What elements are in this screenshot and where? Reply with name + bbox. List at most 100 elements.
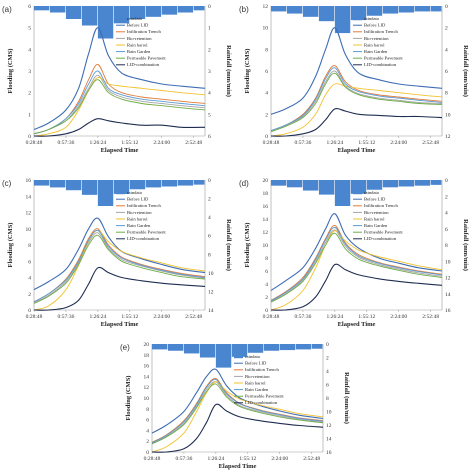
series-line-before-lid: [270, 213, 443, 291]
rain-bar: [193, 6, 205, 11]
x-tick-label: 2:52:48: [185, 140, 202, 146]
y2-tick-label: 0: [208, 178, 211, 184]
rain-bar: [152, 344, 168, 350]
rain-bar: [34, 6, 50, 11]
y-tick-label: 12: [144, 385, 150, 391]
rain-bar: [286, 6, 303, 14]
legend-label-before-lid: Before LID: [364, 23, 386, 28]
y-tick-label: 1: [28, 112, 31, 118]
y2-tick-label: 16: [326, 450, 332, 456]
y2-tick-label: 2: [208, 47, 211, 53]
x-tick-label: 1:55:12: [121, 140, 138, 146]
x-tick-label: 0:28:48: [263, 140, 280, 146]
y2-tick-label: 10: [445, 259, 451, 265]
y2-tick-label: 8: [445, 91, 448, 97]
y-axis-title: Flooding (CMS): [125, 376, 132, 421]
rain-bar: [350, 180, 367, 194]
rain-bar: [177, 6, 194, 13]
x-tick-label: 2:52:48: [303, 456, 320, 462]
legend-label-before-lid: Before LID: [364, 197, 386, 202]
legend-label-before-lid: Before LID: [127, 197, 149, 202]
x-tick-label: 0:57:36: [295, 140, 312, 146]
rain-bar: [113, 180, 130, 194]
x-tick-label: 2:52:48: [422, 140, 439, 146]
panel-label: (a): [2, 5, 12, 14]
x-tick-label: 1:26:24: [89, 314, 106, 320]
series-line-permeable-pavement: [151, 383, 324, 445]
x-tick-label: 0:28:48: [144, 456, 161, 462]
panel-label: (b): [239, 5, 249, 14]
series-line-infiltration-trench: [270, 65, 443, 132]
y-tick-label: 16: [144, 364, 150, 370]
series-line-permeable-pavement: [33, 234, 206, 304]
legend-label-raindata: raindata: [127, 190, 142, 195]
x-tick-label: 1:26:24: [207, 456, 224, 462]
rain-bar: [279, 344, 296, 351]
series-line-permeable-pavement: [33, 79, 206, 135]
y2-tick-label: 0: [208, 4, 211, 10]
x-tick-label: 0:57:36: [58, 314, 75, 320]
y2-tick-label: 1: [208, 26, 211, 32]
y2-axis-title: Rainfall (mm/min): [462, 219, 469, 271]
legend-label-bio-retention: Bio-retention: [127, 210, 152, 215]
y-tick-label: 2: [265, 112, 268, 118]
y-tick-label: 6: [146, 418, 149, 424]
legend-label-infiltration-trench: Infiltration Trench: [364, 29, 399, 34]
rain-bar: [398, 180, 415, 187]
y2-tick-label: 14: [326, 437, 332, 443]
y-tick-label: 0: [28, 308, 31, 314]
series-line-infiltration-trench: [33, 228, 206, 303]
rain-bar: [247, 344, 264, 353]
x-tick-label: 2:24:00: [153, 314, 170, 320]
rain-bar: [318, 6, 335, 22]
y-tick-label: 0: [265, 308, 268, 314]
rain-bar: [271, 6, 287, 12]
y-tick-label: 6: [265, 269, 268, 275]
x-axis-title: Elapsed Time: [101, 321, 139, 328]
rain-bar: [65, 6, 82, 19]
series-line-rain-garden: [33, 70, 206, 135]
x-tick-label: 2:24:00: [390, 140, 407, 146]
y-tick-label: 16: [26, 178, 32, 184]
x-tick-label: 2:24:00: [390, 314, 407, 320]
y-tick-label: 2: [28, 91, 31, 97]
panel-a: (a) 0 1 2 3 4 5 6 0 1 2 3 4 5 6 0:28:48 0:57:36 1:26:24 1:…: [0, 0, 237, 158]
series-line-rain-barrel: [33, 229, 206, 311]
rain-bar: [231, 344, 248, 357]
y2-tick-label: 10: [208, 271, 214, 277]
rain-bar: [177, 180, 194, 186]
legend-label-lid-combination: LID-combination: [127, 62, 160, 67]
legend-label-infiltration-trench: Infiltration Trench: [245, 367, 280, 372]
y-tick-label: 8: [146, 407, 149, 413]
y2-tick-label: 2: [208, 197, 211, 203]
y2-axis-title: Rainfall (mm/min): [343, 372, 350, 424]
y-tick-label: 4: [265, 91, 268, 97]
legend-label-raindata: raindata: [127, 16, 142, 21]
rain-bar: [193, 180, 205, 185]
y-tick-label: 14: [263, 217, 269, 223]
y2-tick-label: 16: [445, 308, 451, 314]
y2-tick-label: 2: [326, 356, 329, 362]
legend-swatch-raindata: [116, 191, 125, 195]
y2-axis-title: Rainfall (mm/min): [462, 45, 469, 97]
y-tick-label: 5: [28, 26, 31, 32]
y2-tick-label: 8: [208, 252, 211, 258]
rain-bar: [318, 180, 335, 195]
legend-swatch-raindata: [234, 355, 243, 359]
y-tick-label: 10: [263, 243, 269, 249]
y2-tick-label: 12: [445, 134, 451, 140]
rain-bar: [311, 344, 323, 349]
x-tick-label: 2:24:00: [153, 140, 170, 146]
legend-label-rain-garden: Rain Garden: [127, 223, 151, 228]
y-tick-label: 8: [265, 256, 268, 262]
y-tick-label: 6: [28, 4, 31, 10]
x-tick-label: 1:26:24: [326, 140, 343, 146]
panel-e: (e) 0 2 4 6 8 10 12 14 16 18 20 0 2 4 6 8 10 12 14 16 0:28:48…: [118, 338, 355, 470]
legend-label-rain-barrel: Rain barrel: [364, 42, 385, 47]
y2-tick-label: 3: [208, 69, 211, 75]
legend-label-rain-garden: Rain Garden: [364, 223, 388, 228]
panel-label: (e): [120, 343, 130, 352]
rain-bar: [271, 180, 287, 186]
x-tick-label: 2:52:48: [185, 314, 202, 320]
y-tick-label: 4: [146, 428, 149, 434]
